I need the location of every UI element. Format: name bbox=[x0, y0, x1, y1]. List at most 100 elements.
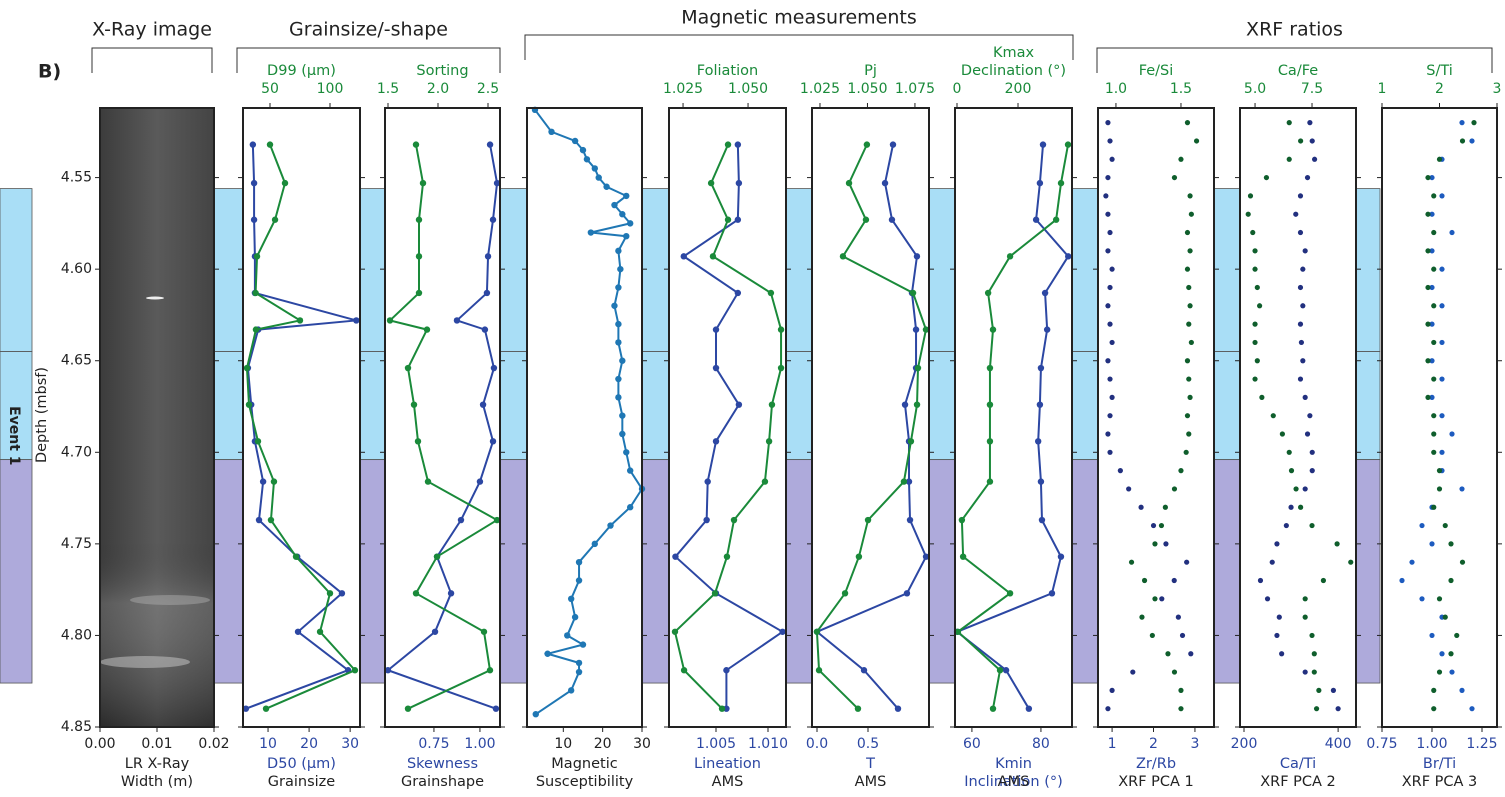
data-point bbox=[1178, 156, 1184, 162]
data-point bbox=[544, 650, 551, 657]
data-point bbox=[591, 165, 598, 172]
data-point bbox=[723, 667, 730, 674]
data-point bbox=[404, 705, 412, 712]
data-point bbox=[1130, 669, 1136, 675]
data-point bbox=[1276, 614, 1282, 620]
data-point bbox=[415, 289, 423, 297]
data-point bbox=[296, 317, 304, 324]
data-point bbox=[704, 478, 711, 485]
data-point bbox=[777, 326, 785, 333]
data-point bbox=[1252, 266, 1258, 272]
data-point bbox=[671, 628, 679, 635]
data-point bbox=[1032, 216, 1040, 223]
data-point bbox=[1304, 174, 1311, 181]
data-point bbox=[595, 174, 602, 181]
x-tick-label: 0.75 bbox=[418, 736, 449, 752]
x2-axis-label: Declination (°) bbox=[961, 63, 1066, 79]
x2-tick-label: 7.5 bbox=[1301, 81, 1323, 97]
x2-axis-label: Pj bbox=[864, 63, 877, 79]
x2-axis-label: Kmax bbox=[993, 45, 1035, 61]
data-point bbox=[707, 179, 715, 187]
data-point bbox=[254, 438, 262, 445]
y-tick-label: 4.75 bbox=[61, 536, 92, 552]
data-point bbox=[1184, 229, 1191, 236]
event-band bbox=[0, 351, 33, 461]
data-point bbox=[1109, 394, 1115, 400]
data-point bbox=[1307, 413, 1313, 419]
data-point bbox=[1186, 284, 1192, 291]
data-point bbox=[1348, 559, 1354, 565]
x2-axis-label: S/Ti bbox=[1426, 63, 1453, 79]
data-point bbox=[1187, 303, 1193, 309]
data-point bbox=[1439, 449, 1445, 455]
data-point bbox=[1448, 577, 1454, 584]
data-point bbox=[1449, 669, 1455, 675]
data-point bbox=[986, 478, 994, 485]
x-axis-label: LR X-Ray bbox=[125, 756, 190, 772]
panel-caption: AMS bbox=[998, 774, 1030, 790]
x-tick-label: 400 bbox=[1325, 736, 1352, 752]
data-point bbox=[607, 522, 614, 529]
x-axis-label: T bbox=[865, 756, 875, 772]
data-point bbox=[1038, 516, 1046, 524]
group-title: Magnetic measurements bbox=[681, 7, 917, 29]
data-point bbox=[1257, 577, 1264, 584]
data-point bbox=[489, 216, 497, 223]
data-point bbox=[1286, 449, 1292, 455]
series-line bbox=[815, 144, 928, 710]
data-point bbox=[724, 216, 732, 223]
data-point bbox=[619, 430, 626, 438]
x-axis-label: Inclination (°) bbox=[964, 774, 1063, 790]
data-point bbox=[1264, 596, 1271, 602]
x2-tick-label: 3 bbox=[1493, 81, 1502, 97]
data-point bbox=[1431, 193, 1437, 199]
data-point bbox=[249, 141, 257, 148]
data-point bbox=[1186, 376, 1192, 382]
x2-tick-label: 200 bbox=[1005, 81, 1032, 97]
data-point bbox=[761, 478, 769, 485]
x-tick-label: 10 bbox=[554, 736, 572, 752]
data-point bbox=[1252, 376, 1258, 382]
data-point bbox=[1459, 486, 1465, 492]
x2-tick-label: 1 bbox=[1378, 81, 1387, 97]
data-point bbox=[255, 516, 263, 524]
data-point bbox=[1442, 522, 1448, 529]
data-point bbox=[1425, 284, 1431, 291]
data-point bbox=[1279, 651, 1285, 657]
data-point bbox=[735, 179, 743, 187]
data-point bbox=[1064, 141, 1072, 148]
data-point bbox=[1431, 504, 1437, 510]
data-point bbox=[579, 641, 587, 648]
data-point bbox=[1471, 120, 1477, 126]
x-tick-label: 0.75 bbox=[1366, 736, 1397, 752]
panel-bg bbox=[243, 108, 360, 727]
data-point bbox=[1187, 193, 1193, 199]
x-tick-label: 20 bbox=[594, 736, 612, 752]
data-point bbox=[386, 317, 394, 324]
data-point bbox=[1419, 522, 1425, 529]
data-point bbox=[619, 412, 626, 419]
x-tick-label: 1.010 bbox=[748, 736, 788, 752]
data-point bbox=[1425, 174, 1431, 181]
x2-axis-label: Fe/Si bbox=[1139, 63, 1174, 79]
data-point bbox=[1152, 541, 1158, 547]
data-point bbox=[1025, 705, 1033, 712]
data-point bbox=[1036, 401, 1044, 408]
data-point bbox=[986, 401, 994, 408]
data-point bbox=[712, 364, 720, 372]
data-point bbox=[959, 553, 967, 560]
data-point bbox=[1429, 248, 1435, 254]
data-point bbox=[490, 364, 498, 372]
panel-bg bbox=[1098, 108, 1214, 727]
data-point bbox=[735, 401, 743, 408]
data-point bbox=[583, 156, 591, 163]
data-point bbox=[909, 289, 917, 297]
data-point bbox=[1171, 669, 1178, 675]
data-point bbox=[680, 667, 688, 674]
data-point bbox=[1270, 413, 1276, 419]
data-point bbox=[1320, 577, 1327, 584]
data-point bbox=[1425, 358, 1431, 364]
data-point bbox=[1286, 156, 1292, 162]
data-point bbox=[1459, 120, 1465, 126]
data-point bbox=[711, 590, 719, 597]
